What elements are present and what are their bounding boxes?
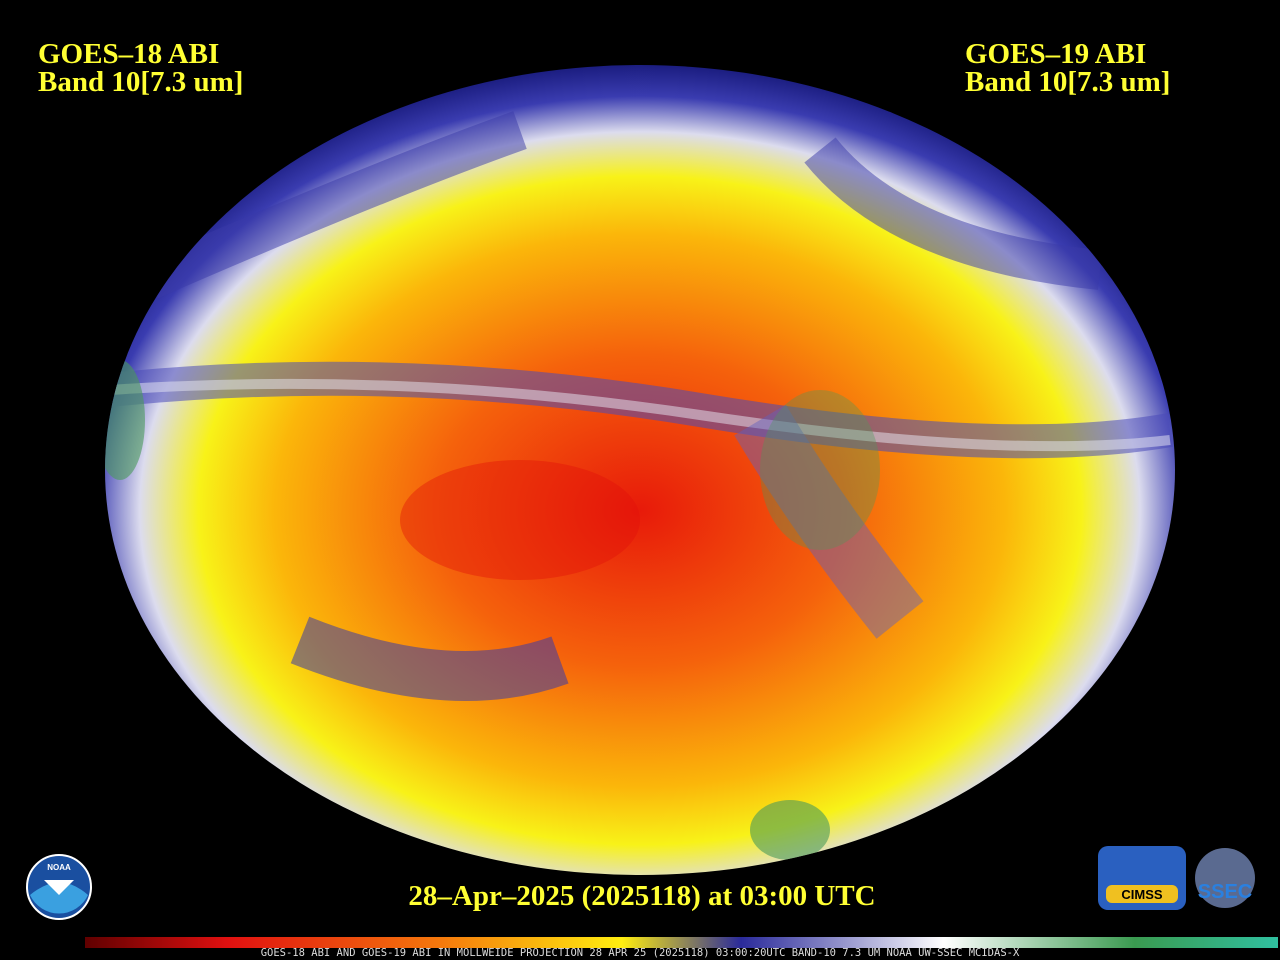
left-band: Band 10[7.3 um]: [38, 66, 243, 98]
ssec-logo: SSEC: [1195, 848, 1255, 908]
timestamp: 28–Apr–2025 (2025118) at 03:00 UTC: [408, 880, 875, 912]
cimss-logo: CIMSS: [1098, 846, 1186, 910]
right-title: GOES–19 ABI: [965, 38, 1146, 70]
right-band: Band 10[7.3 um]: [965, 66, 1170, 98]
cloud-texture: [105, 111, 1173, 860]
cimss-label: CIMSS: [1121, 887, 1163, 902]
footer-text: GOES-18 ABI AND GOES-19 ABI IN MOLLWEIDE…: [261, 947, 1020, 959]
noaa-label: NOAA: [47, 863, 71, 872]
left-title: GOES–18 ABI: [38, 38, 219, 70]
ssec-label: SSEC: [1198, 881, 1252, 903]
color-bar: [85, 937, 1278, 948]
globe: [105, 65, 1175, 875]
noaa-logo: NOAA: [26, 854, 92, 920]
